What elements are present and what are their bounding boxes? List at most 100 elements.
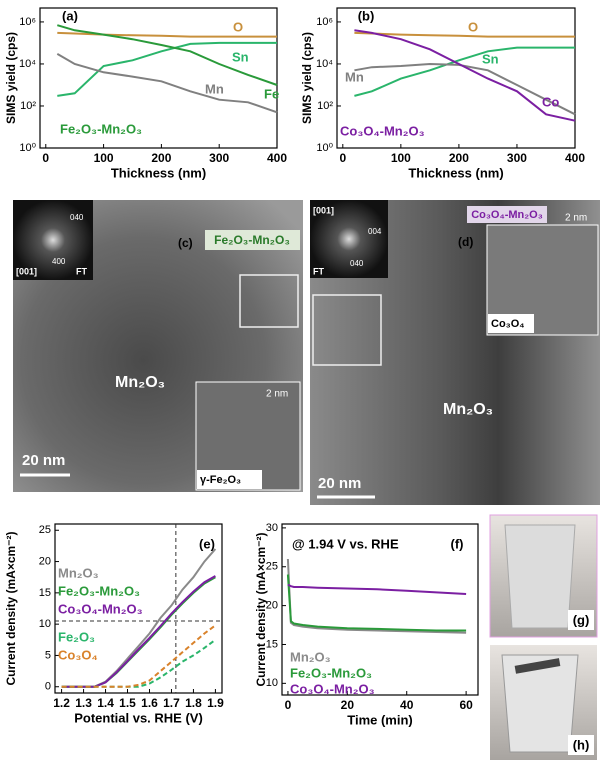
sample-label: Fe₂O₃-Mn₂O₃: [214, 233, 290, 247]
series-line: [354, 31, 575, 38]
series-label: Mn: [345, 69, 364, 84]
photo-g: (g): [489, 514, 598, 638]
x-tick-label: 400: [565, 151, 585, 165]
y-axis-label: Current density (mA×cm⁻²): [4, 531, 18, 685]
inset-phase: Co₃O₄: [491, 318, 525, 330]
fft-inset: [310, 200, 388, 278]
series-label: Fe₂O₃-Mn₂O₃: [290, 665, 372, 680]
y-tick-label: 10: [266, 677, 278, 689]
zoom-box: [239, 274, 299, 328]
y-tick-label: 10⁶: [316, 16, 333, 28]
x-tick-label: 1.2: [53, 696, 70, 710]
fft-spot: 004: [368, 227, 382, 236]
y-tick-label: 10⁰: [19, 142, 36, 154]
phase-label: Mn₂O₃: [443, 401, 493, 418]
chart: 0 100 200 300 400 10⁰ 10² 10⁴ 10⁶ O Sn Mn Fe (a) Fe₂O₃…: [4, 7, 287, 180]
fft-label: FT: [76, 266, 87, 276]
series-label: Sn: [482, 51, 499, 66]
series-line: [57, 24, 278, 86]
plot-frame: [336, 7, 576, 149]
panel-label: (e): [199, 536, 215, 551]
panel-label: (d): [458, 235, 473, 249]
label-bg: [205, 230, 300, 250]
inset-scale: 2 nm: [565, 213, 587, 224]
series-label: Co: [542, 94, 559, 109]
x-tick-label: 0: [285, 698, 292, 712]
y-tick-label: 30: [266, 522, 278, 534]
beaker: [501, 654, 579, 753]
x-tick-label: 100: [94, 151, 114, 165]
x-tick-label: 300: [209, 151, 229, 165]
y-tick-label: 25: [39, 524, 51, 536]
series-label: O: [233, 19, 243, 34]
chart: 1.2 1.3 1.4 1.5 1.6 1.7 1.8 1.9 0 5 10 15 20 25 Mn₂O₃ F…: [4, 523, 224, 725]
zoom-box: [312, 294, 382, 366]
panel-label: (c): [178, 236, 193, 250]
x-axis-label: Potential vs. RHE (V): [74, 710, 203, 725]
scale-label: 20 nm: [22, 452, 65, 469]
x-tick-label: 1.6: [141, 696, 158, 710]
zone-axis: [001]: [313, 205, 334, 215]
series-label: Co₃O₄-Mn₂O₃: [290, 681, 375, 696]
plot-frame: [54, 523, 223, 694]
x-tick-label: 0: [42, 151, 49, 165]
y-tick-label: 20: [39, 555, 51, 567]
chart: 0 20 40 60 10 15 20 25 30 Mn₂O₃Fe₂O₃-Mn₂O₃Co₃O₄-M…: [254, 522, 479, 727]
scale-label: 20 nm: [318, 475, 361, 492]
series-label: Co₃O₄: [58, 647, 98, 662]
x-tick-label: 200: [151, 151, 171, 165]
series-line: [286, 558, 467, 634]
zone-axis: [001]: [16, 266, 37, 276]
chart: 0 100 200 300 400 10⁰ 10² 10⁴ 10⁶ O Sn Mn Co (b) Co₃O₄…: [300, 7, 585, 180]
x-tick-label: 0: [339, 151, 346, 165]
x-tick-label: 1.3: [75, 696, 92, 710]
y-tick-label: 20: [266, 600, 278, 612]
y-tick-label: 5: [45, 649, 51, 661]
y-tick-label: 0: [45, 681, 51, 693]
plot-frame: [281, 523, 479, 696]
x-axis-label: Time (min): [347, 712, 413, 727]
fft-spot: 040: [70, 213, 84, 222]
label-bg: [467, 206, 547, 223]
annotation: @ 1.94 V vs. RHE: [292, 536, 399, 551]
series-label: Sn: [232, 49, 249, 64]
series-label: Fe₂O₃-Mn₂O₃: [58, 583, 140, 598]
series-label: Mn: [205, 81, 224, 96]
x-tick-label: 1.5: [119, 696, 136, 710]
y-tick-label: 10²: [20, 100, 36, 112]
x-tick-label: 1.8: [185, 696, 202, 710]
inset-phase: γ-Fe₂O₃: [200, 474, 241, 486]
series-line: [354, 46, 575, 97]
y-axis-label: SIMS yield (cps): [300, 32, 314, 124]
x-tick-label: 1.7: [163, 696, 180, 710]
label-bg: [568, 735, 594, 755]
y-tick-label: 10⁴: [316, 58, 333, 70]
x-tick-label: 400: [267, 151, 287, 165]
series-line: [354, 29, 576, 122]
panel-label: (f): [451, 536, 464, 551]
photo-h: (h): [490, 645, 597, 760]
series-line: [286, 574, 467, 632]
x-tick-label: 40: [400, 698, 414, 712]
y-tick-label: 25: [266, 561, 278, 573]
x-axis-label: Thickness (nm): [111, 165, 206, 180]
series-line: [57, 41, 277, 97]
inset-scale: 2 nm: [266, 389, 288, 400]
y-tick-label: 10⁴: [19, 58, 36, 70]
fft-inset: [13, 200, 93, 280]
y-tick-label: 10⁶: [19, 16, 36, 28]
y-axis-label: Current density (mA×cm⁻²): [254, 532, 268, 686]
label-bg: [197, 470, 262, 489]
series-label: Fe₂O₃: [58, 629, 95, 644]
series-label: Mn₂O₃: [58, 565, 99, 580]
fft-spot: 400: [52, 257, 66, 266]
electrode: [514, 658, 561, 674]
y-tick-label: 15: [39, 587, 51, 599]
x-tick-label: 1.4: [97, 696, 114, 710]
sample-label: Co₃O₄-Mn₂O₃: [471, 209, 543, 221]
label-bg: [488, 314, 534, 333]
phase-label: Mn₂O₃: [115, 374, 165, 391]
x-tick-label: 200: [449, 151, 469, 165]
